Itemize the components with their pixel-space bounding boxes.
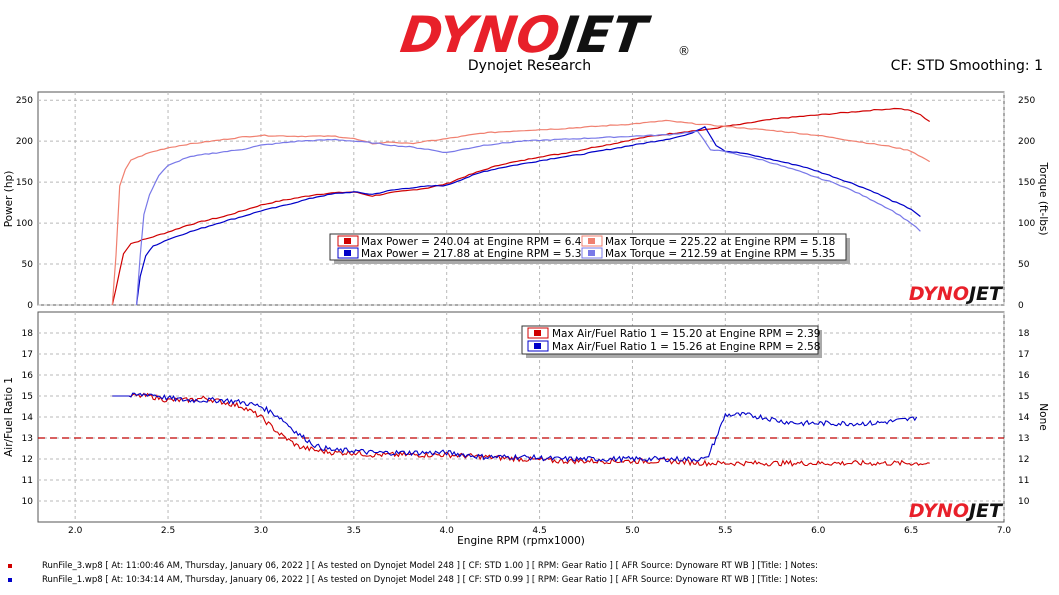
power-tick-label: 200	[16, 137, 33, 147]
torque-tick-label: 50	[1018, 260, 1030, 270]
x-tick-label: 5.0	[625, 526, 640, 536]
rpm-axis-label: Engine RPM (rpmx1000)	[457, 535, 585, 547]
run3-power-line	[111, 107, 931, 306]
power-tick-label: 50	[22, 260, 34, 270]
afr-tick-label: 14	[22, 413, 34, 423]
power-panel-frame	[37, 91, 1005, 306]
legend-run3-afr: Max Air/Fuel Ratio 1 = 15.20 at Engine R…	[552, 328, 820, 340]
torque-axis-label: Torque (ft-lbs)	[1037, 162, 1049, 236]
power-axis-label: Power (hp)	[3, 171, 15, 228]
runfile-line-run1: RunFile_1.wp8 [ At: 10:34:14 AM, Thursda…	[8, 575, 818, 585]
x-tick-label: 3.5	[347, 526, 361, 536]
afr-tick-label: 11	[22, 476, 33, 486]
afr-right-y-ticks: 10 11 12 13 14 15 16 17 18	[1018, 329, 1030, 507]
afr-tick-label: 12	[22, 455, 33, 465]
run1-power-line	[135, 126, 921, 306]
run1-torque-line	[135, 130, 921, 306]
svg-text:DYNOJET: DYNOJET	[397, 5, 654, 60]
torque-tick-label: 150	[1018, 178, 1035, 188]
power-tick-label: 0	[27, 301, 33, 311]
afr-right-tick-label: 11	[1018, 476, 1029, 486]
watermark-top: DYNOJET	[909, 283, 1004, 305]
power-y-ticks: 0 50 100 150 200 250	[16, 96, 33, 311]
afr-right-tick-label: 16	[1018, 371, 1030, 381]
afr-y-ticks: 10 11 12 13 14 15 16 17 18	[22, 329, 34, 507]
afr-right-tick-label: 17	[1018, 350, 1029, 360]
x-tick-label: 6.0	[811, 526, 826, 536]
x-tick-label: 6.5	[904, 526, 918, 536]
power-torque-series	[111, 107, 931, 306]
power-legend: Max Power = 240.04 at Engine RPM = 6.43 …	[329, 233, 850, 264]
legend-run1-afr: Max Air/Fuel Ratio 1 = 15.26 at Engine R…	[552, 341, 820, 353]
x-tick-label: 2.0	[68, 526, 83, 536]
run3-color-marker	[8, 563, 12, 568]
x-tick-label: 4.5	[532, 526, 546, 536]
torque-tick-label: 100	[1018, 219, 1035, 229]
afr-grid	[38, 312, 1005, 522]
afr-tick-label: 10	[22, 497, 34, 507]
none-axis-label: None	[1037, 403, 1049, 430]
x-tick-label: 2.5	[161, 526, 175, 536]
rpm-x-ticks: 2.0 2.5 3.0 3.5 4.0 4.5 5.0 5.5 6.0 6.5 7.0	[68, 526, 1011, 536]
runfile-text-run3: RunFile_3.wp8 [ At: 11:00:46 AM, Thursda…	[42, 561, 818, 571]
afr-tick-label: 17	[22, 350, 33, 360]
dynojet-logo: DYNOJET ®	[397, 5, 690, 60]
afr-tick-label: 16	[22, 371, 34, 381]
legend-run1-power: Max Power = 217.88 at Engine RPM = 5.39	[361, 248, 588, 260]
afr-tick-label: 13	[22, 434, 33, 444]
afr-tick-label: 18	[22, 329, 34, 339]
watermark-bottom: DYNOJET	[909, 500, 1004, 522]
run1-afr-line	[112, 392, 918, 464]
x-tick-label: 3.0	[254, 526, 269, 536]
x-tick-label: 4.0	[440, 526, 455, 536]
afr-right-tick-label: 14	[1018, 413, 1030, 423]
run3-torque-line	[111, 119, 931, 306]
afr-series	[112, 392, 930, 468]
power-tick-label: 100	[16, 219, 33, 229]
afr-right-tick-label: 18	[1018, 329, 1030, 339]
power-tick-label: 250	[16, 96, 33, 106]
torque-tick-label: 200	[1018, 137, 1035, 147]
x-tick-label: 5.5	[718, 526, 732, 536]
torque-tick-label: 250	[1018, 96, 1035, 106]
page-subtitle: Dynojet Research	[467, 58, 592, 74]
torque-y-ticks: 0 50 100 150 200 250	[1018, 96, 1035, 311]
legend-run3-torque: Max Torque = 225.22 at Engine RPM = 5.18	[605, 236, 835, 248]
torque-tick-label: 0	[1018, 301, 1024, 311]
afr-right-tick-label: 13	[1018, 434, 1029, 444]
run1-color-marker	[8, 577, 12, 582]
runfile-line-run3: RunFile_3.wp8 [ At: 11:00:46 AM, Thursda…	[8, 561, 818, 571]
legend-run1-torque: Max Torque = 212.59 at Engine RPM = 5.35	[605, 248, 835, 260]
runfile-text-run1: RunFile_1.wp8 [ At: 10:34:14 AM, Thursda…	[42, 575, 818, 585]
afr-tick-label: 15	[22, 392, 33, 402]
svg-text:®: ®	[678, 44, 690, 58]
afr-legend: Max Air/Fuel Ratio 1 = 15.20 at Engine R…	[521, 325, 822, 358]
afr-right-tick-label: 10	[1018, 497, 1030, 507]
afr-axis-label: Air/Fuel Ratio 1	[3, 377, 15, 457]
power-tick-label: 150	[16, 178, 33, 188]
run3-afr-line	[112, 392, 930, 468]
legend-run3-power: Max Power = 240.04 at Engine RPM = 6.43	[361, 236, 588, 248]
afr-right-tick-label: 12	[1018, 455, 1029, 465]
afr-right-tick-label: 15	[1018, 392, 1029, 402]
cf-smoothing-label: CF: STD Smoothing: 1	[890, 58, 1043, 74]
x-tick-label: 7.0	[997, 526, 1012, 536]
